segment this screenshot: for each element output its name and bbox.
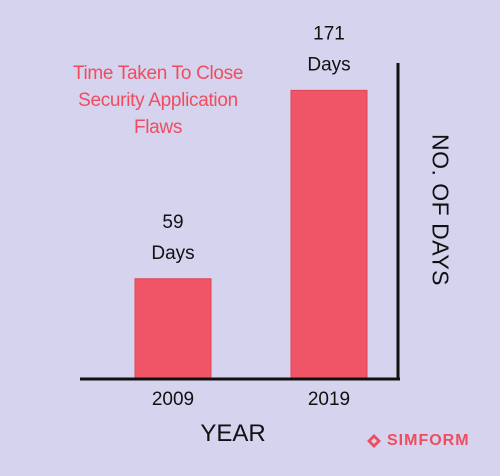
x-tick-label-2019: 2019: [308, 389, 350, 410]
simform-logo-icon: [367, 434, 381, 448]
bar-2019: [290, 89, 368, 379]
y-axis-label: NO. OF DAYS: [427, 133, 454, 287]
x-axis-label: YEAR: [200, 420, 266, 447]
simform-logo: SIMFORM: [366, 432, 470, 450]
data-label-unit-2019: Days: [307, 54, 350, 75]
data-label-unit-2009: Days: [151, 243, 194, 264]
bar-2009: [134, 278, 212, 379]
data-label-value-2019: 171: [313, 23, 345, 44]
chart-title: Time Taken To Close Security Application…: [72, 63, 244, 138]
x-tick-label-2009: 2009: [152, 389, 194, 410]
data-label-value-2009: 59: [162, 212, 183, 233]
brand-name: SIMFORM: [387, 432, 470, 449]
